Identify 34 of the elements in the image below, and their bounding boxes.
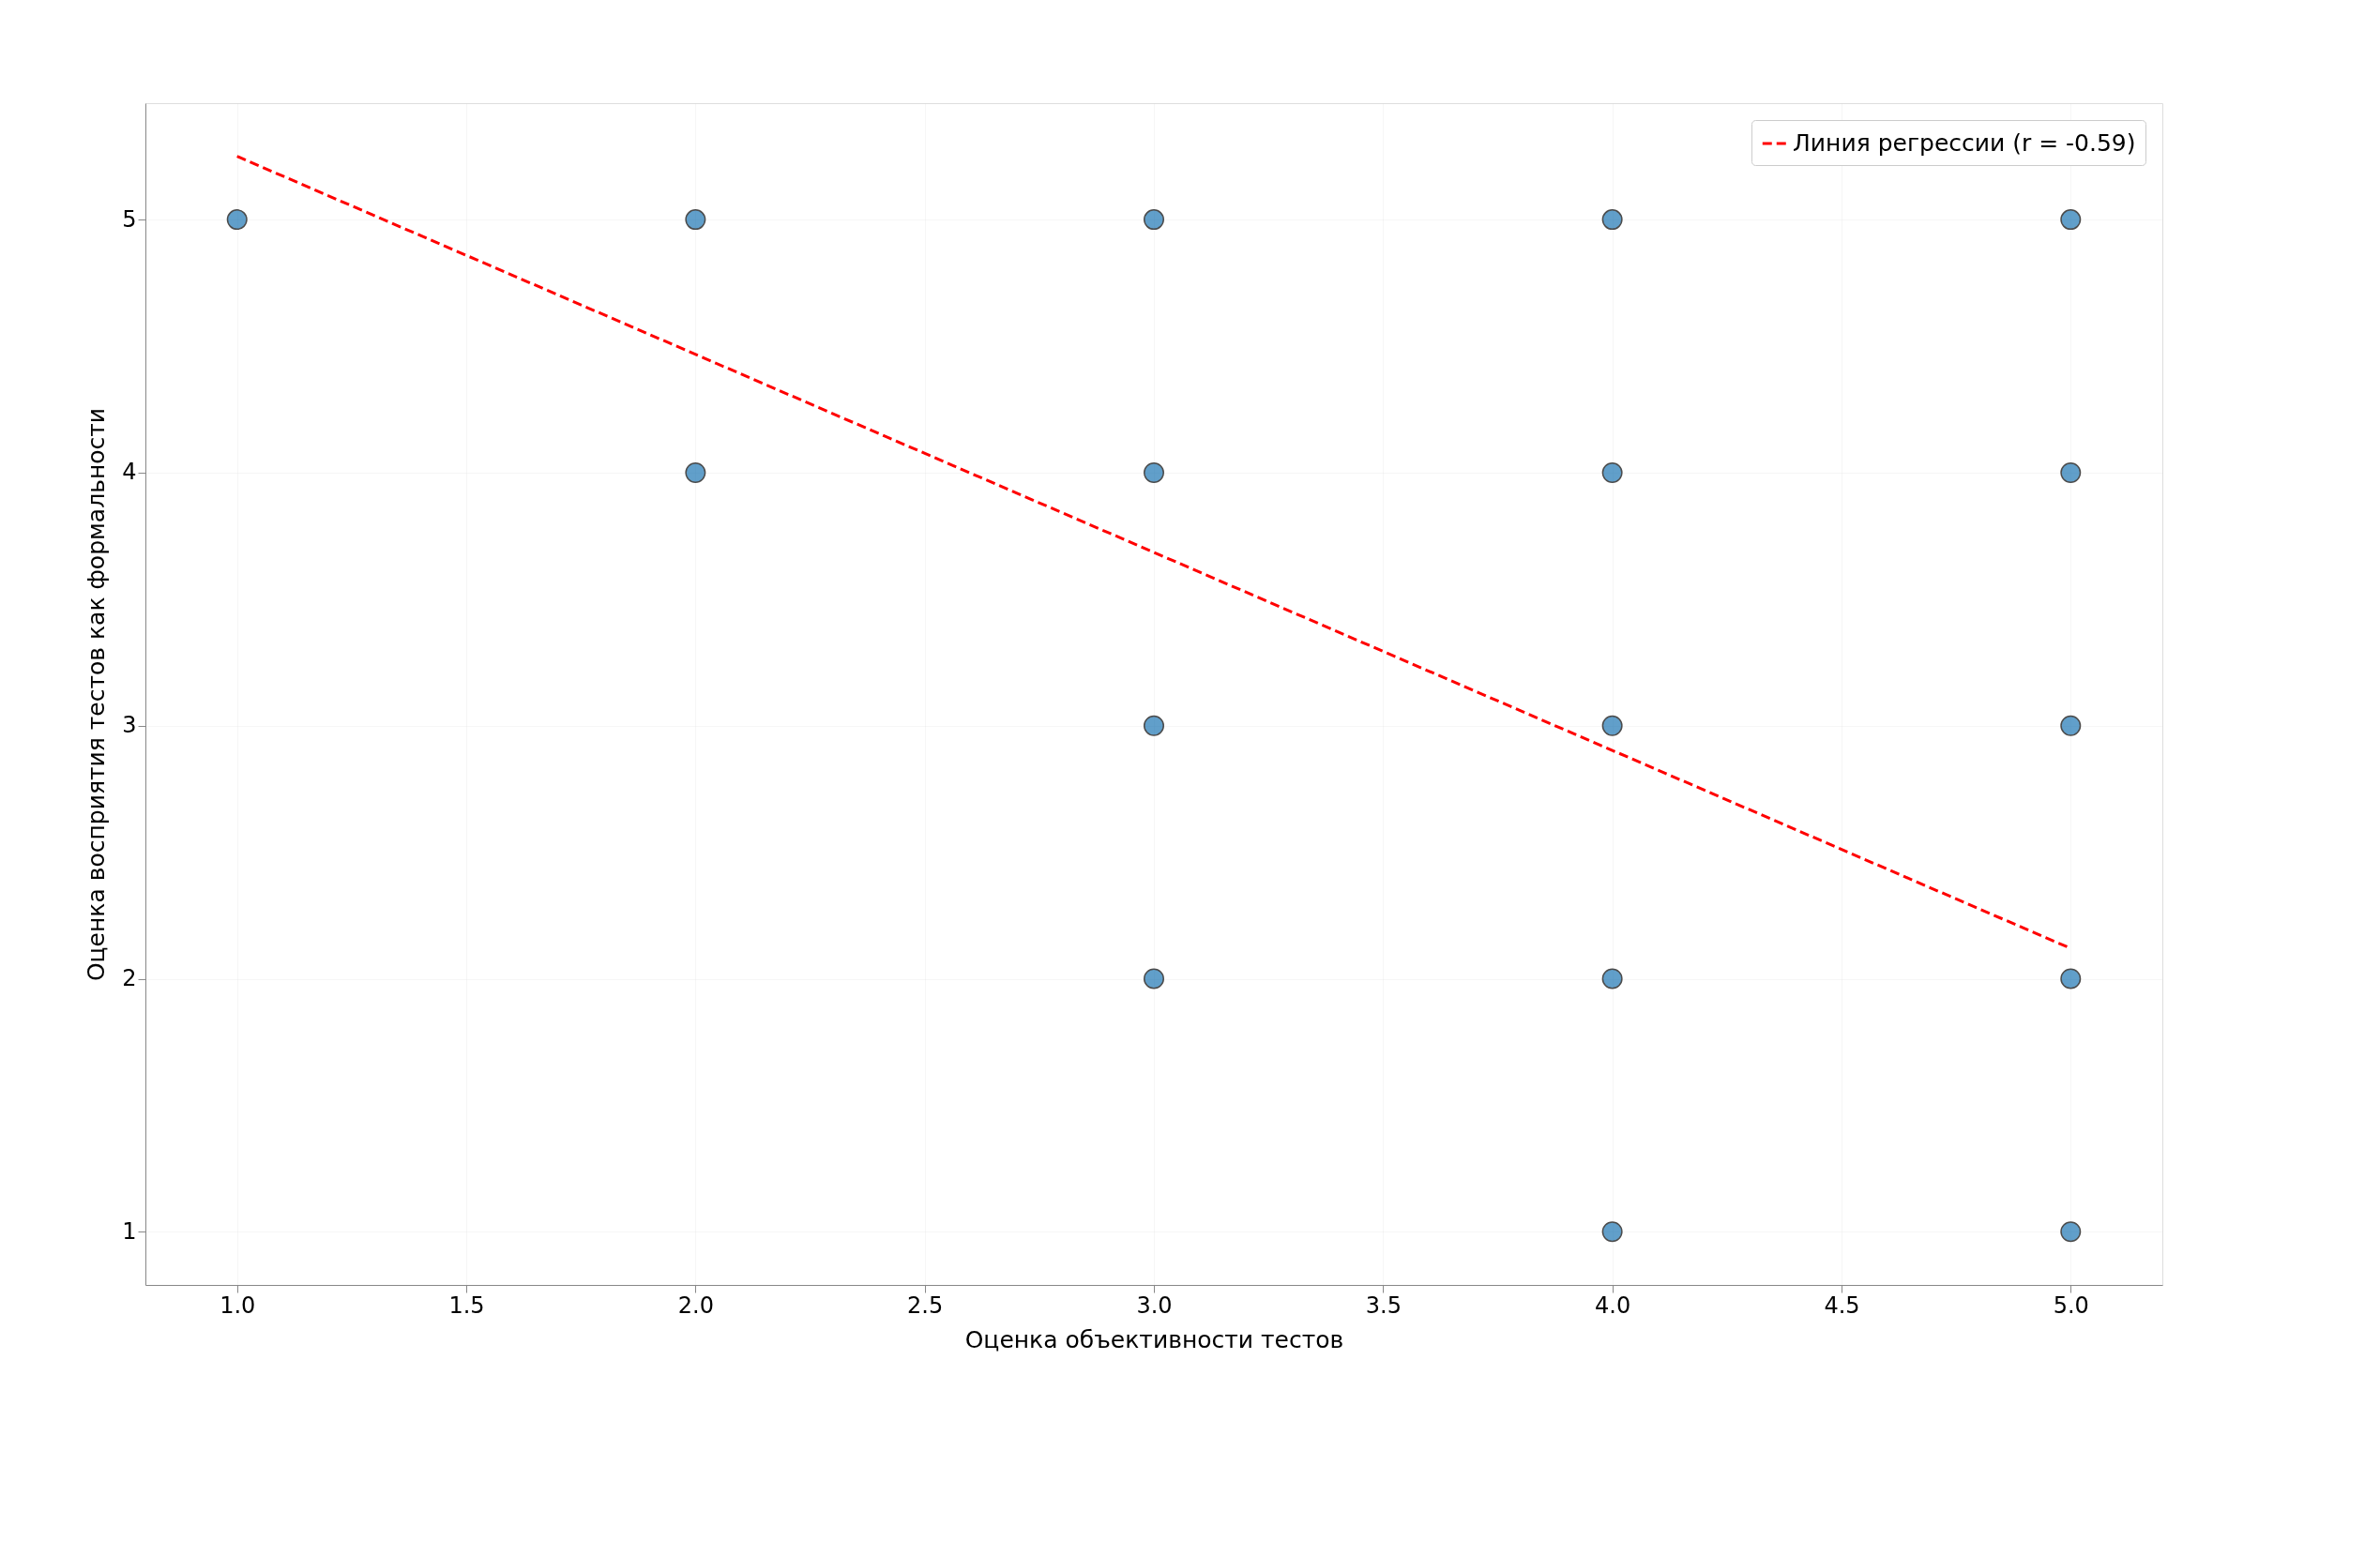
point bbox=[1144, 968, 1164, 990]
x-tick-label: 1.5 bbox=[448, 1292, 485, 1319]
point bbox=[1144, 209, 1164, 231]
legend-label: Линия регрессии (r = -0.59) bbox=[1793, 129, 2136, 157]
y-axis-title: Оценка восприятия тестов как формальности bbox=[83, 407, 111, 982]
point bbox=[226, 209, 248, 231]
y-tick-label: 5 bbox=[122, 205, 137, 233]
x-tick-label: 2.5 bbox=[907, 1292, 944, 1319]
x-tick-label: 1.0 bbox=[220, 1292, 256, 1319]
point bbox=[1144, 715, 1164, 736]
x-tick-label: 3.5 bbox=[1365, 1292, 1402, 1319]
x-tick-label: 4.0 bbox=[1595, 1292, 1631, 1319]
point bbox=[1601, 461, 1623, 483]
y-tick-label: 3 bbox=[122, 712, 137, 739]
point bbox=[1144, 461, 1164, 483]
point bbox=[2060, 1221, 2082, 1243]
y-tick-label: 2 bbox=[122, 965, 137, 992]
point bbox=[1601, 209, 1623, 231]
y-tick-label: 1 bbox=[122, 1217, 137, 1245]
point bbox=[2060, 209, 2082, 231]
x-axis-title: Оценка объективности тестов bbox=[964, 1325, 1344, 1353]
x-tick-label: 3.0 bbox=[1136, 1292, 1173, 1319]
x-tick-label: 4.5 bbox=[1824, 1292, 1860, 1319]
y-tick-label: 4 bbox=[122, 459, 137, 486]
point bbox=[1601, 1221, 1623, 1243]
point bbox=[2060, 715, 2082, 736]
point bbox=[685, 209, 706, 231]
point bbox=[1601, 968, 1623, 990]
point bbox=[685, 461, 706, 483]
point bbox=[2060, 968, 2082, 990]
point bbox=[1601, 715, 1623, 736]
x-tick-label: 2.0 bbox=[677, 1292, 714, 1319]
point bbox=[2060, 461, 2082, 483]
x-tick-label: 5.0 bbox=[2053, 1292, 2089, 1319]
